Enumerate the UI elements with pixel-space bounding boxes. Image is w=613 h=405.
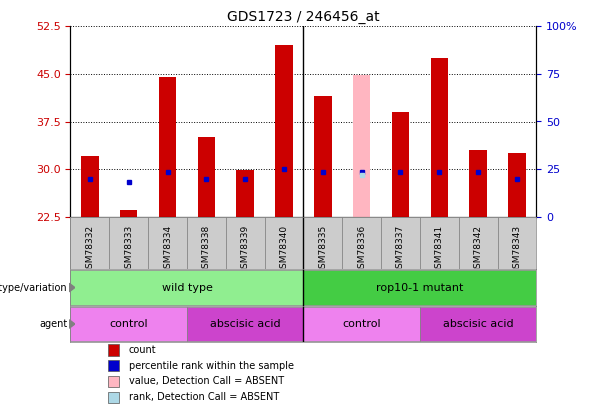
Polygon shape bbox=[69, 284, 75, 292]
Bar bbox=[275, 45, 293, 217]
Bar bbox=[70, 307, 187, 341]
Text: GSM78343: GSM78343 bbox=[512, 224, 522, 274]
Bar bbox=[303, 270, 536, 305]
Bar bbox=[226, 217, 265, 269]
Bar bbox=[342, 217, 381, 269]
Bar bbox=[120, 210, 137, 217]
Bar bbox=[70, 270, 303, 305]
Text: control: control bbox=[342, 319, 381, 329]
Bar bbox=[314, 96, 332, 217]
Bar bbox=[109, 217, 148, 269]
Bar bbox=[81, 156, 99, 217]
Bar bbox=[420, 217, 459, 269]
Bar bbox=[508, 153, 526, 217]
Text: GSM78342: GSM78342 bbox=[474, 224, 482, 273]
Bar bbox=[159, 77, 177, 217]
Text: GSM78336: GSM78336 bbox=[357, 224, 366, 274]
Bar bbox=[392, 112, 409, 217]
Bar bbox=[187, 307, 303, 341]
Bar bbox=[353, 75, 370, 217]
Bar bbox=[187, 217, 226, 269]
Text: GSM78340: GSM78340 bbox=[280, 224, 289, 274]
Bar bbox=[197, 137, 215, 217]
Text: GSM78339: GSM78339 bbox=[241, 224, 249, 274]
Text: control: control bbox=[109, 319, 148, 329]
Bar bbox=[420, 307, 536, 341]
Bar bbox=[108, 360, 120, 371]
Bar bbox=[430, 58, 448, 217]
Bar bbox=[108, 344, 120, 356]
Text: agent: agent bbox=[39, 319, 67, 329]
Title: GDS1723 / 246456_at: GDS1723 / 246456_at bbox=[227, 10, 379, 24]
Bar bbox=[303, 307, 420, 341]
Bar bbox=[148, 217, 187, 269]
Polygon shape bbox=[69, 320, 75, 328]
Text: count: count bbox=[129, 345, 156, 355]
Text: GSM78335: GSM78335 bbox=[318, 224, 327, 274]
Bar bbox=[70, 217, 109, 269]
Bar bbox=[381, 217, 420, 269]
Bar bbox=[108, 376, 120, 387]
Bar bbox=[459, 217, 498, 269]
Text: GSM78333: GSM78333 bbox=[124, 224, 133, 274]
Bar bbox=[303, 217, 342, 269]
Text: value, Detection Call = ABSENT: value, Detection Call = ABSENT bbox=[129, 377, 284, 386]
Bar bbox=[108, 392, 120, 403]
Text: rop10-1 mutant: rop10-1 mutant bbox=[376, 283, 463, 292]
Text: rank, Detection Call = ABSENT: rank, Detection Call = ABSENT bbox=[129, 392, 279, 402]
Text: genotype/variation: genotype/variation bbox=[0, 283, 67, 292]
Bar bbox=[498, 217, 536, 269]
Bar bbox=[470, 150, 487, 217]
Text: GSM78334: GSM78334 bbox=[163, 224, 172, 274]
Bar bbox=[265, 217, 303, 269]
Text: abscisic acid: abscisic acid bbox=[443, 319, 514, 329]
Text: abscisic acid: abscisic acid bbox=[210, 319, 281, 329]
Text: GSM78337: GSM78337 bbox=[396, 224, 405, 274]
Text: GSM78338: GSM78338 bbox=[202, 224, 211, 274]
Bar bbox=[237, 171, 254, 217]
Text: GSM78341: GSM78341 bbox=[435, 224, 444, 274]
Text: GSM78332: GSM78332 bbox=[85, 224, 94, 274]
Text: percentile rank within the sample: percentile rank within the sample bbox=[129, 361, 294, 371]
Text: wild type: wild type bbox=[162, 283, 212, 292]
